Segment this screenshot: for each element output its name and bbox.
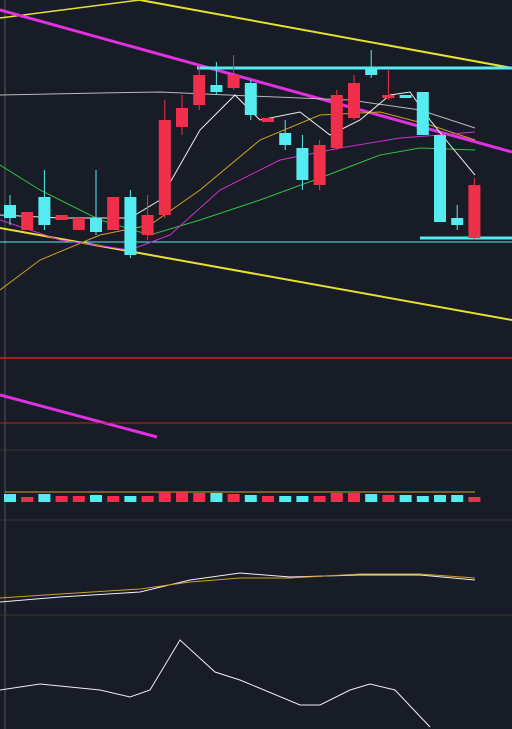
volume-bar: [90, 495, 102, 502]
volume-bar: [124, 496, 137, 502]
trend-line: [0, 8, 512, 154]
candle-body: [90, 218, 102, 232]
ma-line: [0, 111, 476, 291]
candle-body: [313, 145, 326, 185]
candle-body: [124, 197, 137, 255]
candle-body: [365, 68, 378, 75]
candle-body: [210, 85, 223, 92]
volume-bar: [210, 493, 223, 502]
candle-body: [468, 185, 481, 238]
volume-bar: [434, 495, 446, 502]
candle-body: [244, 83, 257, 115]
indicator-line: [0, 573, 476, 599]
volume-bar: [279, 496, 292, 502]
volume-bar: [141, 496, 154, 502]
candle-body: [434, 135, 446, 222]
volume-bar: [21, 497, 34, 502]
ma-line: [0, 131, 476, 251]
volume-bar: [313, 496, 326, 502]
candle-body: [176, 108, 188, 127]
ma-line: [0, 147, 476, 236]
volume-bar: [244, 495, 257, 502]
volume-bar: [193, 493, 206, 502]
candle-body: [348, 83, 360, 118]
candle-body: [38, 197, 51, 225]
candle-body: [158, 120, 171, 215]
volume-bar: [4, 494, 16, 502]
volume-bar: [158, 492, 171, 502]
candle-body: [279, 133, 292, 145]
candle-body: [262, 118, 274, 122]
candle-body: [296, 148, 309, 180]
volume-bar: [416, 496, 429, 502]
volume-bar: [365, 494, 378, 502]
candle-body: [4, 205, 16, 218]
candle-body: [382, 95, 395, 98]
candle-body: [193, 75, 206, 105]
volume-bar: [296, 496, 309, 502]
candle-body: [107, 197, 120, 230]
volume-bar: [38, 494, 51, 502]
indicator-line: [0, 572, 476, 603]
trend-line: [139, 0, 512, 69]
volume-bar: [330, 493, 343, 502]
volume-bar: [399, 495, 412, 502]
trend-line: [0, 393, 158, 439]
candle-body: [227, 75, 240, 88]
candle-body: [330, 95, 343, 148]
candle-body: [72, 218, 85, 230]
candle-body: [399, 95, 412, 98]
volume-bar: [262, 496, 274, 502]
candle-body: [55, 215, 68, 220]
volume-bar: [107, 496, 120, 502]
volume-bar: [382, 495, 395, 502]
volume-bar: [72, 496, 85, 502]
candle-body: [21, 212, 34, 230]
volume-bar: [227, 494, 240, 502]
volume-bar: [348, 493, 360, 502]
volume-bar: [451, 495, 464, 502]
indicator-line: [0, 639, 431, 728]
volume-bar: [468, 497, 481, 502]
volume-bar: [55, 496, 68, 502]
ma-line: [0, 91, 476, 219]
volume-bar: [176, 492, 188, 502]
candle-body: [416, 92, 429, 135]
candle-body: [141, 215, 154, 235]
candle-body: [451, 218, 464, 225]
